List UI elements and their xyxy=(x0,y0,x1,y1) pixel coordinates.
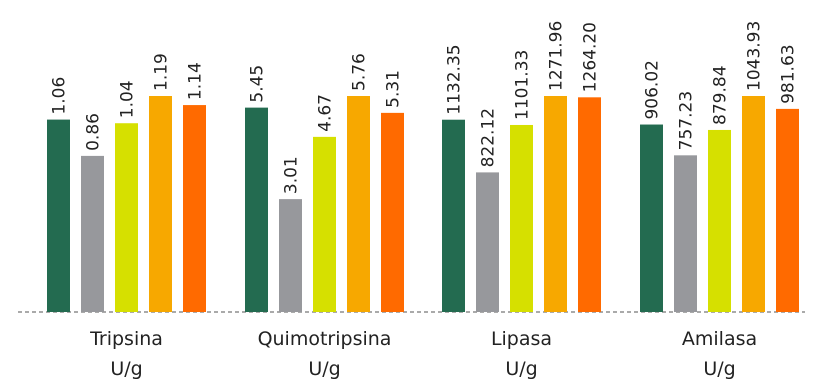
bar-lipasa-1 xyxy=(442,119,465,313)
category-label-amilasa: Amilasa xyxy=(682,328,757,350)
value-labels-layer: 1.06 0.86 1.04 1.19 1.14 5.45 3.01 4.67 5.76 5.31… xyxy=(50,21,799,194)
bar-quimotripsina-3 xyxy=(313,136,336,312)
bar-amilasa-4 xyxy=(742,96,765,312)
value-label-tripsina-3: 1.04 xyxy=(118,80,138,118)
value-label-quimotripsina-1: 5.45 xyxy=(248,65,268,103)
bars-layer xyxy=(47,96,799,313)
bar-amilasa-5 xyxy=(776,108,799,312)
value-label-lipasa-3: 1101.33 xyxy=(513,50,533,120)
category-label-tripsina: Tripsina xyxy=(89,328,163,350)
value-label-tripsina-1: 1.06 xyxy=(50,77,70,115)
value-label-amilasa-3: 879.84 xyxy=(711,65,731,124)
value-label-lipasa-5: 1264.20 xyxy=(581,22,601,92)
value-label-lipasa-4: 1271.96 xyxy=(547,21,567,91)
category-label-quimotripsina: Quimotripsina xyxy=(258,328,392,350)
value-label-quimotripsina-4: 5.76 xyxy=(350,53,370,91)
bar-amilasa-3 xyxy=(708,129,731,312)
bar-quimotripsina-2 xyxy=(279,199,302,312)
category-unit-lipasa: U/g xyxy=(505,358,537,380)
value-label-amilasa-5: 981.63 xyxy=(779,44,799,103)
bar-lipasa-5 xyxy=(578,97,601,312)
category-unit-amilasa: U/g xyxy=(703,358,735,380)
value-label-amilasa-4: 1043.93 xyxy=(745,21,765,91)
value-label-amilasa-1: 906.02 xyxy=(643,60,663,119)
category-unit-quimotripsina: U/g xyxy=(308,358,340,380)
bar-quimotripsina-1 xyxy=(245,107,268,312)
value-label-tripsina-2: 0.86 xyxy=(84,113,104,151)
bar-tripsina-1 xyxy=(47,119,70,312)
bar-tripsina-5 xyxy=(183,105,206,313)
bar-lipasa-2 xyxy=(476,172,499,312)
bar-amilasa-2 xyxy=(674,155,697,312)
bar-lipasa-4 xyxy=(544,96,567,312)
bar-tripsina-2 xyxy=(81,155,104,312)
bar-tripsina-3 xyxy=(115,123,138,312)
bar-lipasa-3 xyxy=(510,124,533,312)
bar-amilasa-1 xyxy=(640,124,663,312)
value-label-lipasa-2: 822.12 xyxy=(479,108,499,167)
bar-tripsina-4 xyxy=(149,96,172,312)
category-label-lipasa: Lipasa xyxy=(491,328,552,350)
value-label-tripsina-5: 1.14 xyxy=(186,62,206,100)
value-label-tripsina-4: 1.19 xyxy=(152,53,172,91)
value-label-quimotripsina-2: 3.01 xyxy=(282,156,302,194)
bar-quimotripsina-5 xyxy=(381,112,404,312)
value-label-quimotripsina-5: 5.31 xyxy=(384,70,404,108)
value-label-amilasa-2: 757.23 xyxy=(677,91,697,150)
bar-quimotripsina-4 xyxy=(347,96,370,312)
value-label-lipasa-1: 1132.35 xyxy=(445,44,465,114)
value-label-quimotripsina-3: 4.67 xyxy=(316,94,336,132)
category-unit-tripsina: U/g xyxy=(110,358,142,380)
category-labels-layer: Tripsina U/g Quimotripsina U/g Lipasa U/g Amil… xyxy=(89,328,757,380)
